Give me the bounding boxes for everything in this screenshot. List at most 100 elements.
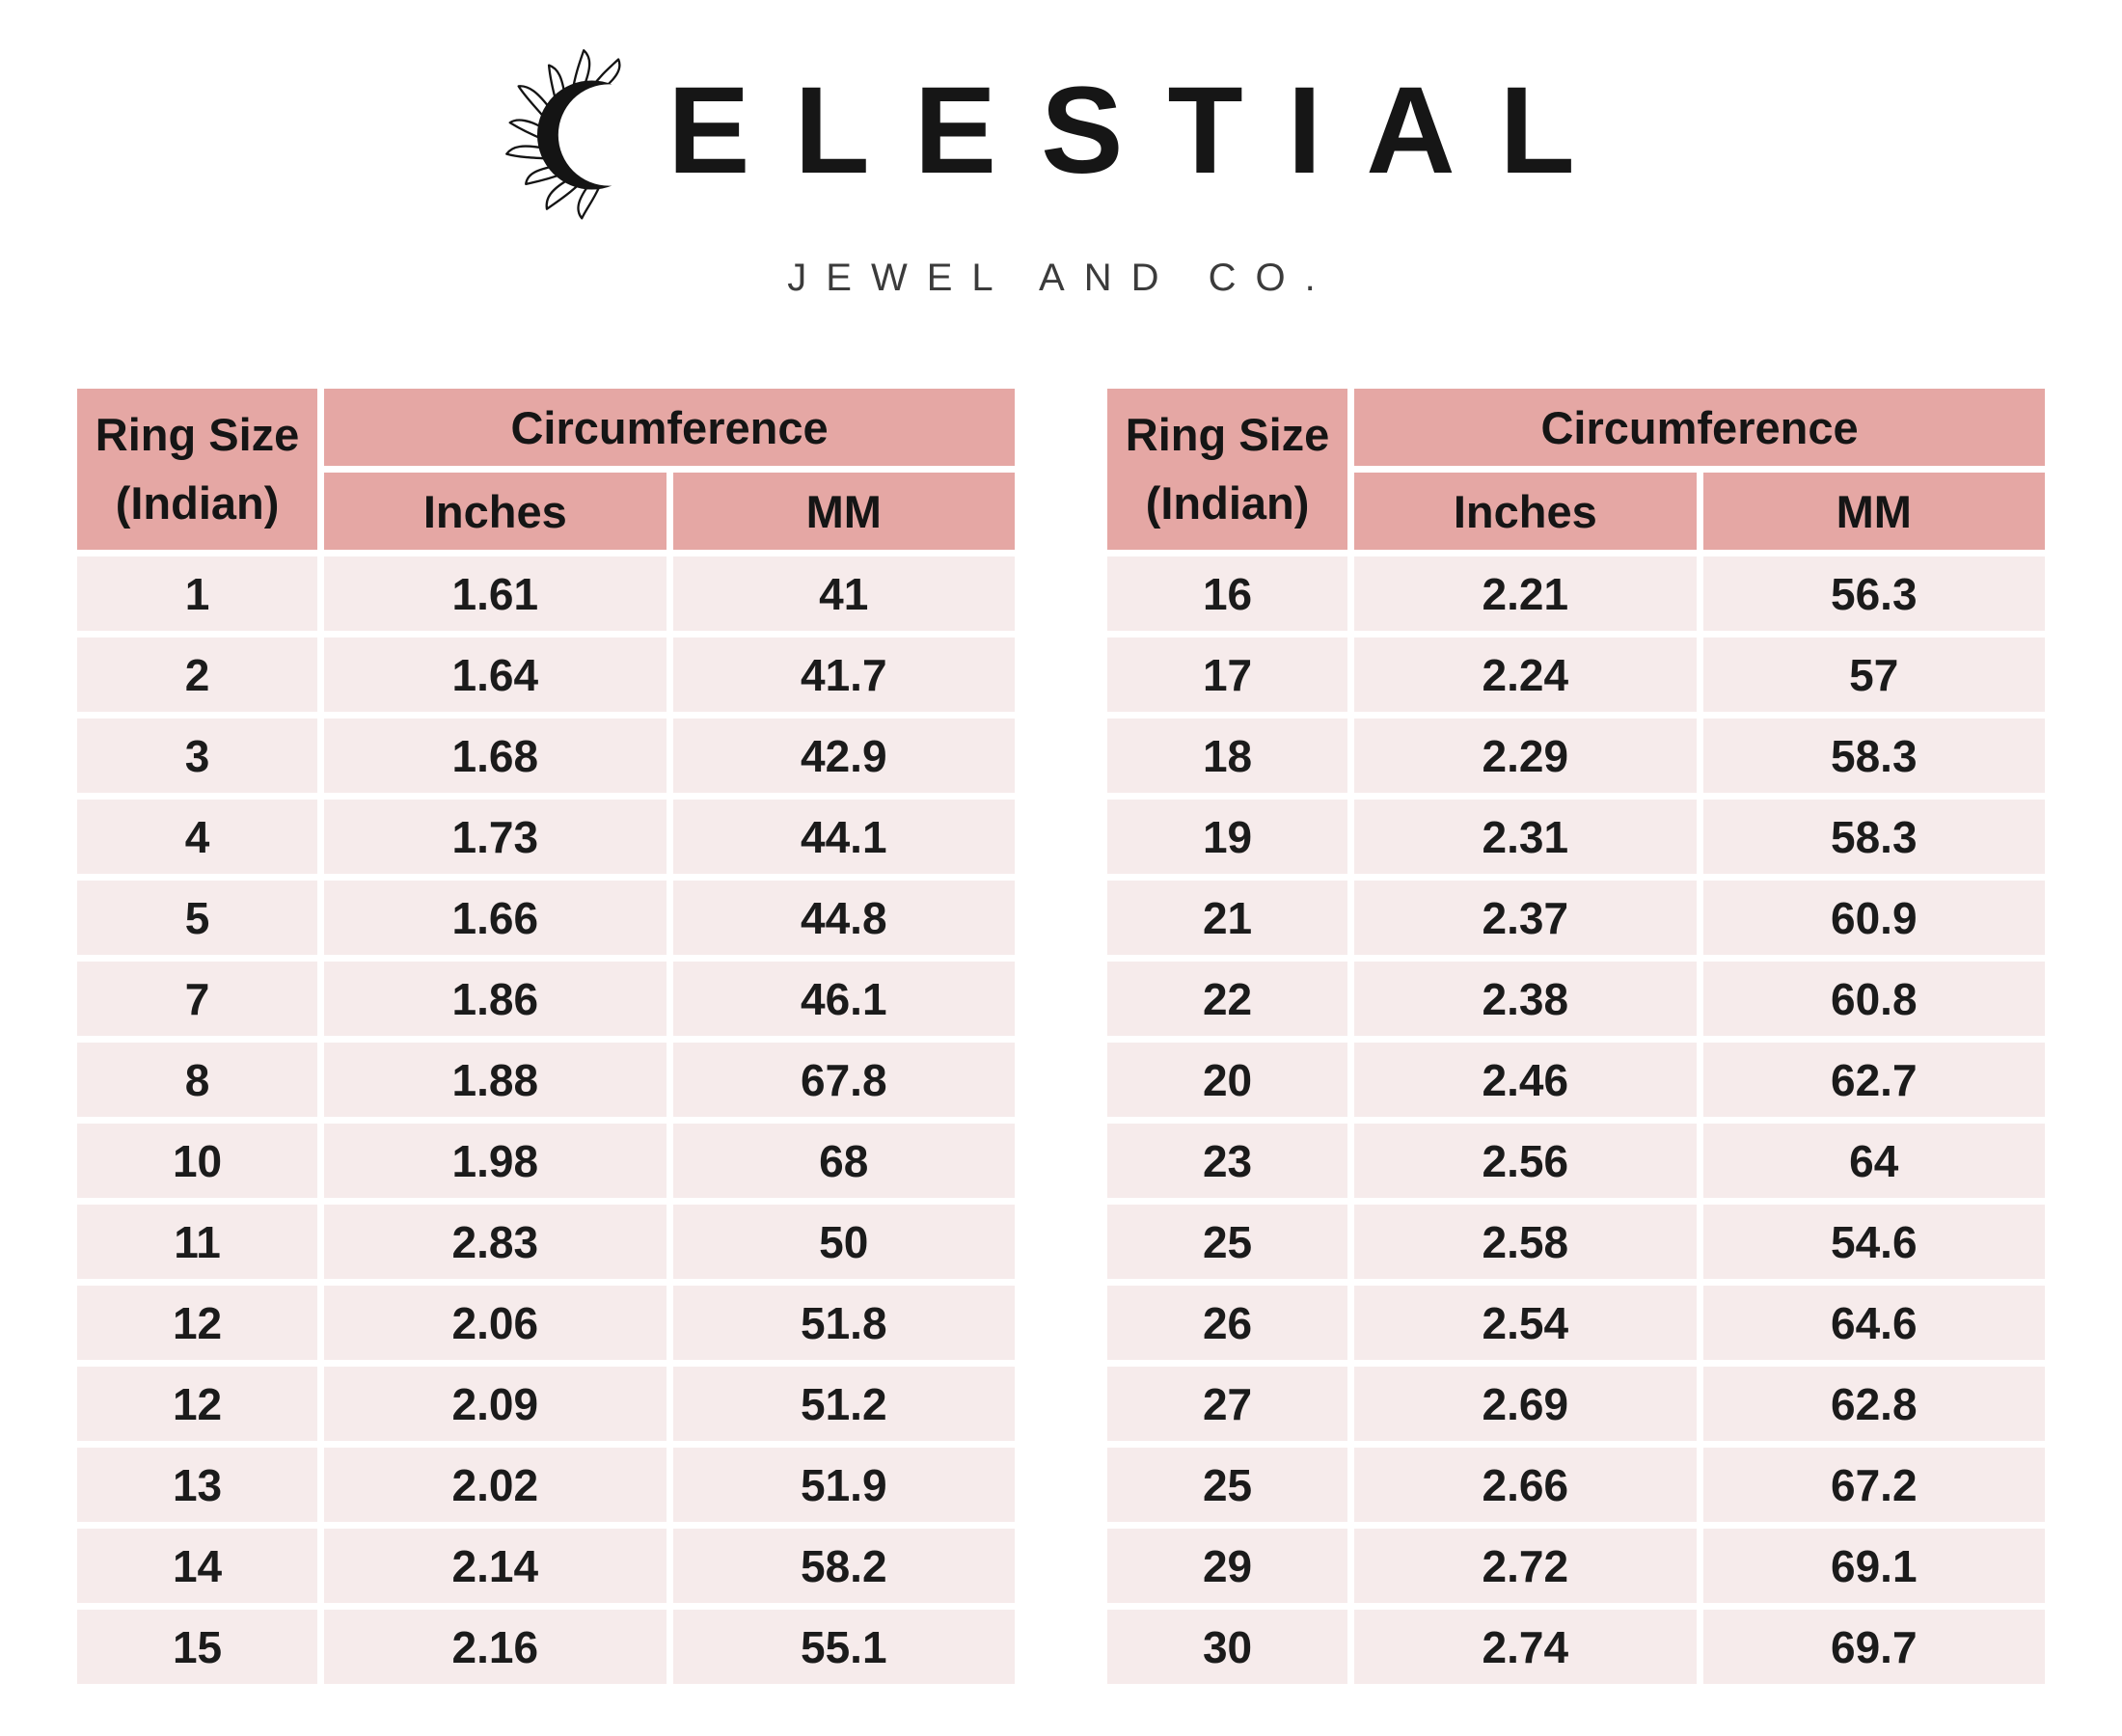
table-cell: 1.98	[324, 1124, 667, 1198]
table-cell: 64.6	[1702, 1286, 2045, 1360]
table-row: 23 2.56 64	[1107, 1124, 2045, 1198]
header-row-sub: Inches MM	[1107, 473, 2045, 550]
table-cell: 2.24	[1354, 637, 1697, 712]
table-cell: 5	[77, 881, 318, 955]
table-cell: 56.3	[1702, 556, 2045, 631]
table-cell: 2.58	[1354, 1205, 1697, 1279]
table-row: 11 2.83 50	[77, 1205, 1015, 1279]
table-cell: 2.37	[1354, 881, 1697, 955]
header-row-group: Ring Size (Indian) Circumference	[77, 389, 1015, 550]
table-row: 15 2.16 55.1	[77, 1610, 1015, 1684]
crescent-sun-icon	[505, 49, 661, 220]
header-inches: Inches	[324, 473, 667, 550]
table-row: 17 2.24 57	[1107, 637, 2045, 712]
table-cell: 2.69	[1354, 1367, 1697, 1441]
table-cell: 69.7	[1702, 1610, 2045, 1684]
table-row: 12 2.09 51.2	[77, 1367, 1015, 1441]
table-row: 25 2.58 54.6	[1107, 1205, 2045, 1279]
header-ring-size-line1: Ring Size	[1125, 409, 1330, 460]
header-row-group: Ring Size (Indian) Circumference	[1107, 389, 2045, 550]
table-cell: 41	[672, 556, 1015, 631]
table-row: 4 1.73 44.1	[77, 800, 1015, 874]
table-row: 12 2.06 51.8	[77, 1286, 1015, 1360]
header-mm: MM	[1702, 473, 2045, 550]
table-row: 1 1.61 41	[77, 556, 1015, 631]
size-chart-tables: Ring Size (Indian) Circumference Inches …	[0, 389, 2122, 1684]
table-cell: 2.83	[324, 1205, 667, 1279]
size-chart-right: Ring Size (Indian) Circumference Inches …	[1107, 389, 2045, 1684]
table-cell: 27	[1107, 1367, 1348, 1441]
table-row: 25 2.66 67.2	[1107, 1448, 2045, 1522]
table-row: 18 2.29 58.3	[1107, 719, 2045, 793]
table-cell: 41.7	[672, 637, 1015, 712]
table-cell: 21	[1107, 881, 1348, 955]
table-cell: 67.2	[1702, 1448, 2045, 1522]
table-cell: 58.3	[1702, 800, 2045, 874]
table-cell: 13	[77, 1448, 318, 1522]
header-ring-size-line2: (Indian)	[1145, 476, 1310, 529]
table-row: 7 1.86 46.1	[77, 962, 1015, 1036]
table-cell: 1.61	[324, 556, 667, 631]
table-cell: 2.09	[324, 1367, 667, 1441]
header-mm: MM	[672, 473, 1015, 550]
brand-subtitle: JEWEL AND CO.	[787, 257, 1335, 299]
header-ring-size: Ring Size (Indian)	[77, 389, 318, 550]
table-cell: 62.7	[1702, 1043, 2045, 1117]
table-cell: 68	[672, 1124, 1015, 1198]
header-circumference: Circumference	[1354, 389, 2045, 466]
table-cell: 19	[1107, 800, 1348, 874]
table-cell: 16	[1107, 556, 1348, 631]
table-row: 26 2.54 64.6	[1107, 1286, 2045, 1360]
table-head-left: Ring Size (Indian) Circumference Inches …	[77, 389, 1015, 550]
table-cell: 15	[77, 1610, 318, 1684]
table-cell: 60.9	[1702, 881, 2045, 955]
brand-wordmark: ELESTIAL	[667, 62, 1619, 200]
table-cell: 26	[1107, 1286, 1348, 1360]
table-cell: 46.1	[672, 962, 1015, 1036]
table-cell: 51.8	[672, 1286, 1015, 1360]
table-cell: 1.73	[324, 800, 667, 874]
table-cell: 1	[77, 556, 318, 631]
table-cell: 1.64	[324, 637, 667, 712]
table-cell: 3	[77, 719, 318, 793]
table-row: 19 2.31 58.3	[1107, 800, 2045, 874]
table-cell: 44.1	[672, 800, 1015, 874]
table-cell: 51.2	[672, 1367, 1015, 1441]
size-chart-left: Ring Size (Indian) Circumference Inches …	[77, 389, 1015, 1684]
header-ring-size-line2: (Indian)	[115, 476, 280, 529]
table-row: 10 1.98 68	[77, 1124, 1015, 1198]
ring-size-table-left: Ring Size (Indian) Circumference Inches …	[77, 389, 1015, 1684]
header-circumference: Circumference	[324, 389, 1015, 466]
table-cell: 2.29	[1354, 719, 1697, 793]
table-cell: 2.16	[324, 1610, 667, 1684]
header-ring-size: Ring Size (Indian)	[1107, 389, 1348, 550]
table-cell: 2.74	[1354, 1610, 1697, 1684]
table-cell: 2.54	[1354, 1286, 1697, 1360]
table-cell: 2.66	[1354, 1448, 1697, 1522]
table-row: 3 1.68 42.9	[77, 719, 1015, 793]
ring-size-table-right: Ring Size (Indian) Circumference Inches …	[1107, 389, 2045, 1684]
table-cell: 1.68	[324, 719, 667, 793]
table-cell: 51.9	[672, 1448, 1015, 1522]
table-cell: 2	[77, 637, 318, 712]
table-cell: 55.1	[672, 1610, 1015, 1684]
table-cell: 20	[1107, 1043, 1348, 1117]
table-cell: 7	[77, 962, 318, 1036]
table-cell: 42.9	[672, 719, 1015, 793]
table-cell: 25	[1107, 1448, 1348, 1522]
table-row: 29 2.72 69.1	[1107, 1529, 2045, 1603]
table-cell: 10	[77, 1124, 318, 1198]
table-cell: 62.8	[1702, 1367, 2045, 1441]
header-row-sub: Inches MM	[77, 473, 1015, 550]
table-cell: 25	[1107, 1205, 1348, 1279]
table-cell: 29	[1107, 1529, 1348, 1603]
table-head-right: Ring Size (Indian) Circumference Inches …	[1107, 389, 2045, 550]
table-cell: 58.2	[672, 1529, 1015, 1603]
table-cell: 2.38	[1354, 962, 1697, 1036]
table-body-left: 1 1.61 41 2 1.64 41.7 3 1.68 42.9 4 1.73 44.1 5 1.66 4…	[77, 556, 1015, 1684]
table-cell: 69.1	[1702, 1529, 2045, 1603]
table-body-right: 16 2.21 56.3 17 2.24 57 18 2.29 58.3 19 2.31 58.3 21…	[1107, 556, 2045, 1684]
table-cell: 1.86	[324, 962, 667, 1036]
table-cell: 2.56	[1354, 1124, 1697, 1198]
